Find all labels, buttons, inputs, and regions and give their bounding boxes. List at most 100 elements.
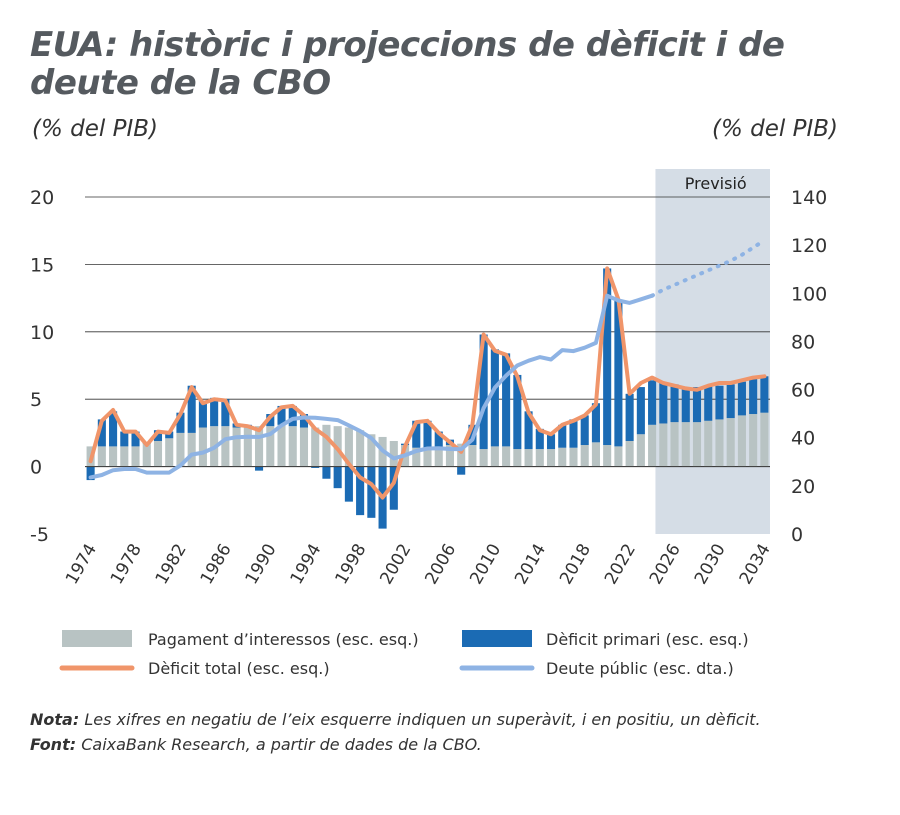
bar-primary [86, 466, 95, 481]
bar-primary [412, 420, 421, 448]
bar-interest [636, 434, 645, 467]
bar-interest [266, 426, 275, 467]
bar-interest [187, 432, 196, 467]
bar-primary [614, 299, 623, 447]
bar-primary [311, 466, 320, 468]
bar-interest [614, 446, 623, 467]
bar-interest [502, 446, 511, 467]
bar-interest [580, 445, 589, 467]
bar-interest [299, 427, 309, 467]
bar-interest [288, 426, 297, 467]
bar-primary [524, 411, 533, 450]
bar-interest [243, 427, 252, 467]
bar-primary [535, 428, 544, 450]
x-tick-label: 2006 [421, 541, 460, 588]
bar-interest [603, 445, 612, 467]
bar-interest [513, 449, 522, 467]
bar-primary [670, 384, 679, 423]
x-tick-label: 2014 [511, 541, 550, 588]
bar-interest [109, 446, 118, 467]
bar-primary [704, 385, 713, 421]
bar-interest [569, 447, 578, 467]
bar-primary [153, 430, 163, 441]
bar-primary [603, 268, 612, 446]
bar-interest [558, 447, 567, 467]
bar-interest [232, 427, 241, 467]
y-left-tick-label: 20 [30, 187, 54, 209]
bar-interest [468, 445, 477, 467]
x-tick-label: 2018 [556, 541, 595, 588]
bar-primary [322, 466, 331, 479]
bar-primary [266, 414, 275, 427]
bar-interest [659, 423, 668, 467]
bar-primary [131, 431, 140, 447]
bar-interest [524, 449, 533, 467]
bar-interest [760, 412, 769, 467]
y-right-tick-label: 100 [791, 283, 827, 305]
bar-interest [389, 440, 398, 467]
bar-primary [389, 466, 398, 510]
bar-primary [457, 466, 466, 475]
x-tick-label: 2026 [646, 541, 685, 588]
bar-primary [749, 378, 758, 415]
x-tick-label: 1990 [242, 541, 281, 588]
bar-interest [681, 422, 690, 467]
bar-interest [749, 414, 758, 467]
bar-primary [681, 387, 690, 423]
bar-interest [490, 446, 499, 467]
bar-interest [131, 446, 140, 467]
bar-primary [591, 403, 600, 443]
bar-interest [255, 426, 264, 467]
bar-interest [445, 445, 455, 467]
y-right-tick-label: 40 [791, 428, 815, 450]
y-right-tick-label: 140 [791, 187, 827, 209]
bar-interest [142, 443, 151, 467]
x-tick-label: 1974 [62, 541, 101, 588]
bar-interest [165, 438, 174, 467]
bar-interest [726, 418, 735, 467]
x-tick-label: 1978 [107, 541, 146, 588]
bar-primary [502, 353, 511, 447]
bar-primary [490, 349, 499, 447]
bar-primary [569, 419, 578, 448]
y-left-tick-label: 15 [30, 254, 54, 276]
bar-interest [221, 426, 230, 467]
y-right-tick-label: 0 [791, 524, 803, 546]
x-tick-label: 2034 [736, 541, 775, 588]
legend-swatch-primary [462, 630, 532, 647]
bar-primary [737, 381, 746, 416]
bar-interest [198, 427, 207, 467]
bar-primary [288, 405, 297, 427]
bar-primary [255, 466, 264, 471]
bar-primary [726, 384, 735, 419]
bar-interest [479, 449, 488, 467]
bar-primary [659, 383, 668, 424]
notes: Nota: Les xifres en negatiu de l’eix esq… [30, 707, 880, 757]
legend-label-primary: Dèficit primari (esc. esq.) [546, 630, 749, 649]
x-tick-label: 1982 [152, 541, 191, 588]
y-right-tick-label: 20 [791, 476, 815, 498]
bar-interest [120, 446, 129, 467]
bar-interest [457, 443, 466, 467]
bar-interest [625, 440, 634, 467]
bar-interest [412, 447, 421, 467]
bar-primary [423, 420, 432, 450]
bar-primary [176, 412, 185, 433]
bar-primary [120, 431, 129, 447]
bar-primary [299, 414, 309, 428]
note-line: Nota: Les xifres en negatiu de l’eix esq… [30, 707, 880, 732]
y-left-tick-label: 10 [30, 322, 54, 344]
forecast-band [655, 169, 770, 534]
bar-primary [344, 466, 353, 502]
line-public-debt-forecast [650, 238, 767, 298]
source-line: Font: CaixaBank Research, a partir de da… [30, 732, 880, 757]
bar-primary [165, 431, 174, 439]
y-left-tick-label: 5 [30, 389, 42, 411]
bar-primary [760, 376, 769, 413]
forecast-label: Previsió [685, 174, 747, 193]
x-tick-label: 2010 [466, 541, 505, 588]
bar-primary [434, 431, 443, 448]
note-label: Nota: [30, 710, 80, 729]
bar-interest [423, 449, 432, 467]
bar-interest [648, 424, 657, 467]
